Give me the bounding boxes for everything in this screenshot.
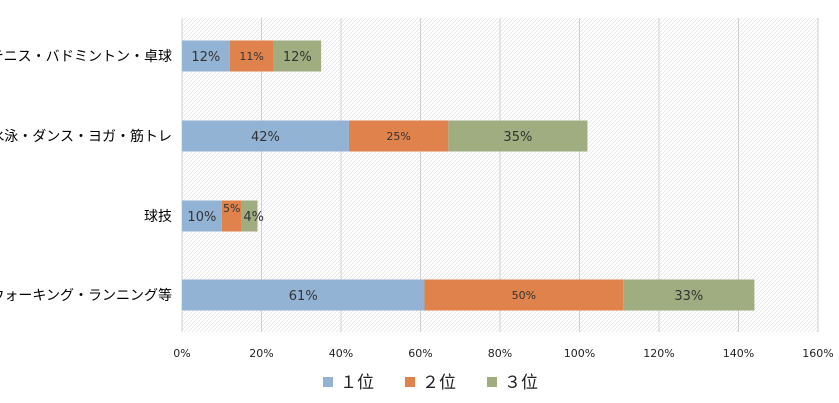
x-tick-labels: 0% 20% 40% 60% 80% 100% 120% 140% 160% bbox=[173, 347, 833, 360]
x-tick-label: 120% bbox=[643, 347, 674, 360]
legend-label: ３位 bbox=[504, 373, 538, 393]
data-label: 10% bbox=[187, 210, 216, 225]
x-tick-label: 40% bbox=[329, 347, 353, 360]
data-label: 61% bbox=[289, 289, 318, 304]
bar-segment bbox=[448, 120, 588, 152]
x-tick-label: 60% bbox=[408, 347, 432, 360]
bar-segment bbox=[424, 279, 624, 311]
data-label: 4% bbox=[243, 210, 264, 225]
bar-segment bbox=[182, 120, 349, 152]
bars bbox=[182, 40, 755, 311]
x-tick-label: 80% bbox=[488, 347, 512, 360]
bar-segment bbox=[241, 200, 258, 232]
legend-swatch bbox=[323, 377, 333, 387]
x-tick-label: 100% bbox=[564, 347, 595, 360]
data-label: 12% bbox=[191, 50, 220, 65]
bar-labels: 12% 11% 12% 42% 25% 35% 10% 5%4% 61% 50% 33% bbox=[187, 50, 703, 304]
category-label: 水泳・ダンス・ヨガ・筋トレ bbox=[0, 128, 172, 145]
data-label: 11% bbox=[239, 50, 263, 63]
bar-segment bbox=[273, 40, 322, 72]
x-tick-label: 160% bbox=[802, 347, 833, 360]
data-label: 25% bbox=[386, 130, 410, 143]
data-label: 35% bbox=[503, 130, 532, 145]
legend-label: １位 bbox=[340, 373, 374, 393]
category-label: 球技 bbox=[144, 209, 172, 225]
bar-segment bbox=[182, 279, 425, 311]
data-label: 12% bbox=[283, 50, 312, 65]
x-tick-label: 20% bbox=[249, 347, 273, 360]
category-labels: テニス・バドミントン・卓球水泳・ダンス・ヨガ・筋トレ球技ウォーキング・ランニング… bbox=[0, 49, 172, 304]
legend-swatch bbox=[487, 377, 497, 387]
bar-segment bbox=[623, 279, 755, 311]
legend-swatch bbox=[405, 377, 415, 387]
data-label: 50% bbox=[512, 289, 536, 302]
bar-segment bbox=[348, 120, 449, 152]
bar-segment bbox=[229, 40, 274, 72]
data-label: 5% bbox=[223, 202, 240, 215]
data-label: 33% bbox=[674, 289, 703, 304]
bar-segment bbox=[182, 40, 230, 72]
legend: １位 ２位 ３位 bbox=[323, 373, 538, 393]
legend-label: ２位 bbox=[422, 373, 456, 393]
bar-segment bbox=[182, 200, 222, 232]
category-label: テニス・バドミントン・卓球 bbox=[0, 49, 172, 65]
category-label: ウォーキング・ランニング等 bbox=[0, 287, 172, 304]
data-label: 42% bbox=[251, 130, 280, 145]
bar-segment bbox=[221, 200, 242, 232]
x-tick-label: 0% bbox=[173, 347, 190, 360]
x-tick-label: 140% bbox=[723, 347, 754, 360]
